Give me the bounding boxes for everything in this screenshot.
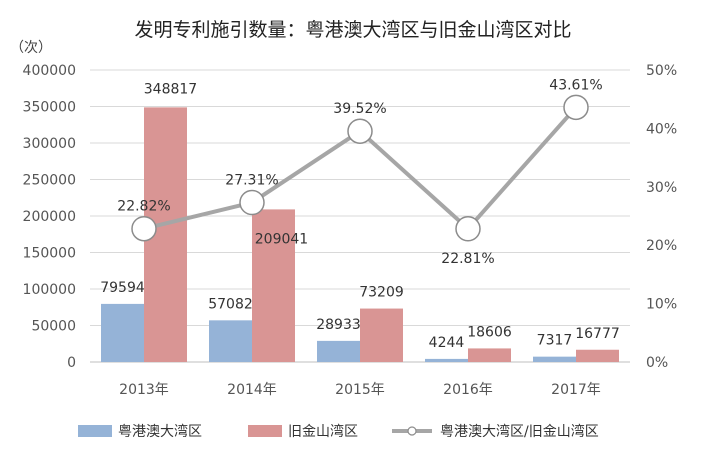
y-tick-label: 250000 (23, 173, 76, 189)
x-tick-label: 2014年 (227, 382, 277, 398)
ratio-marker (455, 216, 481, 242)
bar-label-gba: 7317 (537, 333, 573, 349)
y-tick-label: 350000 (23, 100, 76, 116)
legend-label-gba: 粤港澳大湾区 (118, 423, 202, 440)
bar-sf (252, 209, 295, 362)
y-axis-unit: （次） (10, 40, 52, 56)
y2-tick-label: 20% (646, 238, 677, 254)
y2-tick-label: 0% (646, 355, 668, 371)
bar-label-sf: 209041 (255, 231, 308, 247)
bar-gba (101, 303, 144, 362)
ratio-label: 22.81% (441, 251, 494, 267)
bar-label-sf: 348817 (144, 81, 197, 97)
legend: 粤港澳大湾区 旧金山湾区 粤港澳大湾区/旧金山湾区 (78, 423, 599, 440)
bar-label-gba: 79594 (100, 280, 145, 296)
bar-sf (576, 349, 619, 362)
bar-gba (425, 358, 468, 362)
legend-swatch-sf (248, 425, 282, 437)
ratio-marker (239, 189, 265, 216)
x-tick-label: 2017年 (551, 382, 601, 398)
ratio-label: 43.61% (549, 77, 602, 93)
x-axis-ticks: 2013年 2014年 2015年 2016年 2017年 (119, 382, 601, 398)
y-tick-label: 100000 (23, 282, 76, 298)
y-tick-label: 400000 (23, 63, 76, 79)
bar-gba (533, 356, 576, 362)
right-axis-ticks: 0% 10% 20% 30% 40% 50% (646, 63, 677, 371)
ratio-label: 27.31% (225, 173, 278, 189)
legend-label-sf: 旧金山湾区 (288, 423, 358, 440)
data-labels: 79594 348817 57082 209041 28933 73209 42441860… (100, 77, 620, 351)
y2-tick-label: 40% (646, 121, 677, 137)
bar-label-gba: 28933 (316, 317, 361, 333)
legend-label-ratio: 粤港澳大湾区/旧金山湾区 (440, 423, 599, 440)
chart-title: 发明专利施引数量：粤港澳大湾区与旧金山湾区对比 (134, 19, 571, 41)
ratio-marker (347, 118, 373, 144)
ratio-line (131, 94, 589, 242)
ratio-marker (131, 215, 157, 242)
ratio-label: 39.52% (333, 101, 386, 117)
bar-gba (317, 340, 360, 362)
bar-label-sf: 18606 (467, 324, 512, 340)
bar-sf (360, 308, 403, 362)
bar-label-gba: 57082 (208, 296, 253, 312)
legend-swatch-gba (78, 425, 112, 437)
ratio-label: 22.82% (117, 199, 170, 215)
y2-tick-label: 30% (646, 180, 677, 196)
ratio-marker (563, 94, 589, 121)
y-tick-label: 0 (67, 355, 76, 371)
bar-label-gba: 4244 (429, 335, 465, 351)
x-tick-label: 2016年 (443, 382, 493, 398)
y2-tick-label: 50% (646, 63, 677, 79)
bar-label-sf: 16777 (575, 326, 620, 342)
bar-gba (209, 320, 252, 362)
y-tick-label: 150000 (23, 246, 76, 262)
x-tick-label: 2013年 (119, 382, 169, 398)
y-tick-label: 300000 (23, 136, 76, 152)
legend-marker-ratio (407, 426, 417, 436)
bar-label-sf: 73209 (359, 285, 404, 301)
bar-sf (468, 348, 511, 362)
y-tick-label: 200000 (23, 209, 76, 225)
x-tick-label: 2015年 (335, 382, 385, 398)
y2-tick-label: 10% (646, 297, 677, 313)
left-axis-ticks: 0 50000 100000 150000 200000 250000 300000 3500… (23, 63, 76, 371)
y-tick-label: 50000 (31, 319, 76, 335)
